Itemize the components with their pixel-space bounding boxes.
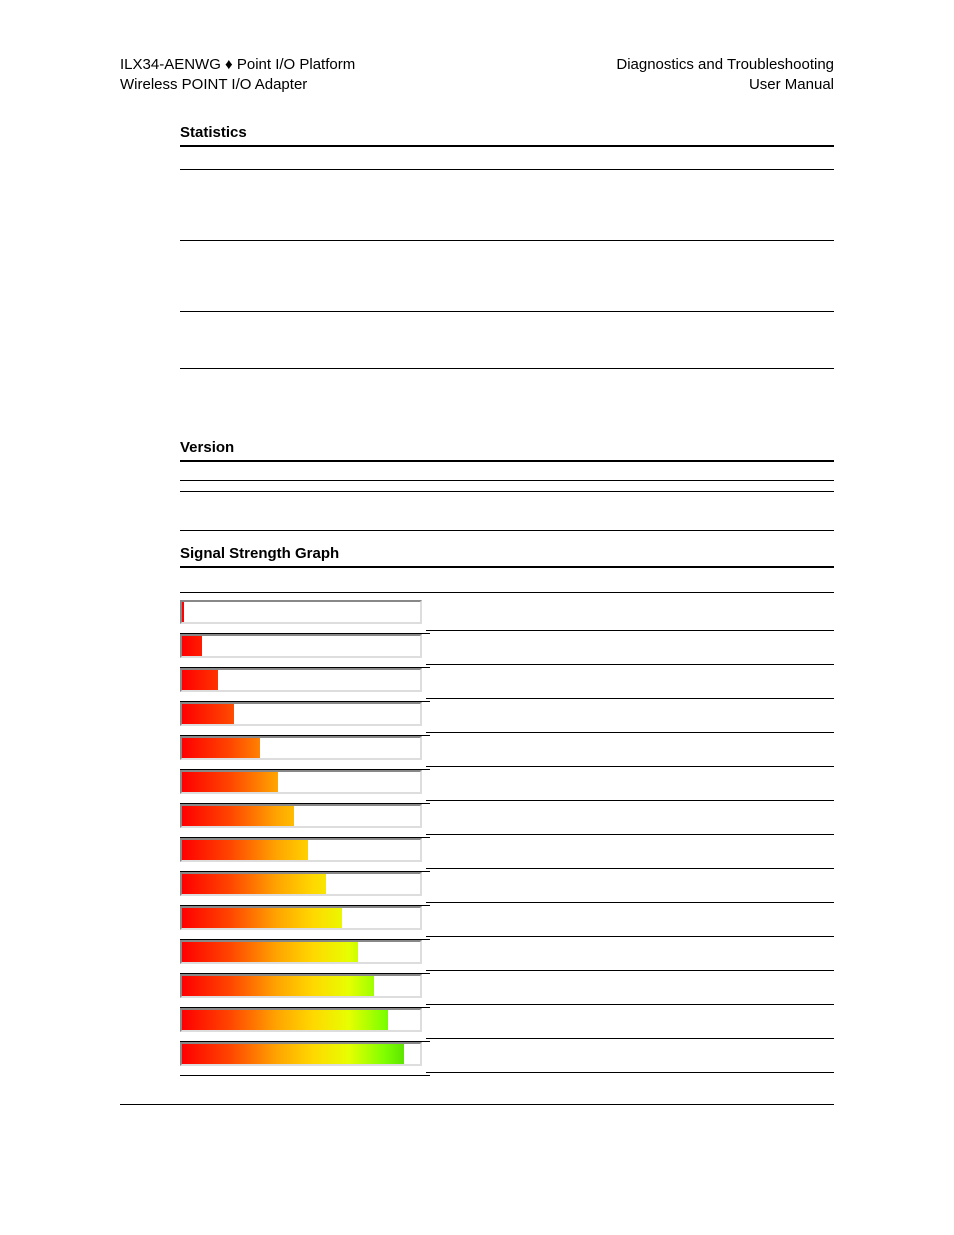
signal-bar-shell bbox=[180, 600, 422, 624]
signal-desc-cell bbox=[426, 971, 834, 1005]
signal-bar-shell bbox=[180, 940, 422, 964]
signal-row bbox=[180, 801, 834, 835]
signal-desc-cell bbox=[426, 869, 834, 903]
signal-desc-cell bbox=[426, 767, 834, 801]
signal-bar-shell bbox=[180, 702, 422, 726]
signal-bar-fill bbox=[182, 976, 374, 996]
signal-desc-cell bbox=[426, 597, 834, 631]
signal-bar-fill bbox=[182, 1010, 388, 1030]
signal-row bbox=[180, 665, 834, 699]
signal-bar-cell bbox=[180, 1039, 426, 1073]
signal-bar-shell bbox=[180, 634, 422, 658]
header-left: ILX34-AENWG ♦ Point I/O Platform Wireles… bbox=[120, 55, 355, 96]
signal-bar-shell bbox=[180, 1042, 422, 1066]
signal-bar-cell bbox=[180, 699, 426, 733]
signal-desc-cell bbox=[426, 801, 834, 835]
header-left-line1b: Point I/O Platform bbox=[233, 56, 356, 73]
signal-desc-cell bbox=[426, 835, 834, 869]
signal-bar-fill bbox=[182, 670, 218, 690]
signal-bar-cell bbox=[180, 801, 426, 835]
signal-row bbox=[180, 1005, 834, 1039]
signal-bar-fill bbox=[182, 636, 202, 656]
signal-desc-cell bbox=[426, 699, 834, 733]
header-right-line1: Diagnostics and Troubleshooting bbox=[616, 55, 834, 75]
divider bbox=[180, 1075, 430, 1076]
signal-bar-cell bbox=[180, 869, 426, 903]
signal-row bbox=[180, 869, 834, 903]
signal-bar-cell bbox=[180, 971, 426, 1005]
signal-bar-shell bbox=[180, 838, 422, 862]
signal-desc-cell bbox=[426, 631, 834, 665]
signal-bar-cell bbox=[180, 767, 426, 801]
signal-bar-fill bbox=[182, 1044, 404, 1064]
signal-bar-cell bbox=[180, 937, 426, 971]
signal-desc-cell bbox=[426, 733, 834, 767]
statistics-heading: Statistics bbox=[180, 124, 834, 145]
signal-row bbox=[180, 699, 834, 733]
content: Statistics Version Signal Strength Graph bbox=[120, 124, 834, 1073]
signal-row bbox=[180, 971, 834, 1005]
diamond-icon: ♦ bbox=[225, 56, 233, 73]
signal-row bbox=[180, 835, 834, 869]
signal-strength-heading: Signal Strength Graph bbox=[180, 545, 834, 566]
header-left-line2: Wireless POINT I/O Adapter bbox=[120, 75, 355, 95]
signal-bar-fill bbox=[182, 704, 234, 724]
signal-bar-cell bbox=[180, 835, 426, 869]
signal-bar-fill bbox=[182, 602, 184, 622]
signal-bar-cell bbox=[180, 1005, 426, 1039]
signal-bar-fill bbox=[182, 874, 326, 894]
version-heading: Version bbox=[180, 439, 834, 460]
page: ILX34-AENWG ♦ Point I/O Platform Wireles… bbox=[0, 0, 954, 1235]
signal-bar-fill bbox=[182, 738, 260, 758]
signal-bar-cell bbox=[180, 733, 426, 767]
signal-row bbox=[180, 733, 834, 767]
signal-desc-cell bbox=[426, 1005, 834, 1039]
signal-desc-cell bbox=[426, 665, 834, 699]
signal-desc-cell bbox=[426, 903, 834, 937]
signal-bar-shell bbox=[180, 906, 422, 930]
signal-bar-shell bbox=[180, 974, 422, 998]
signal-bar-shell bbox=[180, 804, 422, 828]
signal-bar-cell bbox=[180, 665, 426, 699]
signal-bar-fill bbox=[182, 840, 308, 860]
header-right-line2: User Manual bbox=[616, 75, 834, 95]
signal-row bbox=[180, 597, 834, 631]
signal-bar-cell bbox=[180, 597, 426, 631]
signal-bar-cell bbox=[180, 631, 426, 665]
header-right: Diagnostics and Troubleshooting User Man… bbox=[616, 55, 834, 96]
signal-row bbox=[180, 1039, 834, 1073]
signal-bar-shell bbox=[180, 1008, 422, 1032]
signal-bar-cell bbox=[180, 903, 426, 937]
signal-bar-fill bbox=[182, 772, 278, 792]
signal-bar-shell bbox=[180, 736, 422, 760]
header-left-line1a: ILX34-AENWG bbox=[120, 56, 225, 73]
signal-bar-shell bbox=[180, 770, 422, 794]
signal-row bbox=[180, 631, 834, 665]
signal-desc-cell bbox=[426, 1039, 834, 1073]
signal-row bbox=[180, 767, 834, 801]
signal-bar-shell bbox=[180, 872, 422, 896]
signal-bar-fill bbox=[182, 806, 294, 826]
footer-rule bbox=[120, 1104, 834, 1105]
signal-desc-cell bbox=[426, 937, 834, 971]
signal-strength-table bbox=[180, 597, 834, 1073]
signal-bar-fill bbox=[182, 942, 358, 962]
page-header: ILX34-AENWG ♦ Point I/O Platform Wireles… bbox=[120, 55, 834, 96]
signal-bar-fill bbox=[182, 908, 342, 928]
signal-bar-shell bbox=[180, 668, 422, 692]
signal-row bbox=[180, 903, 834, 937]
signal-row bbox=[180, 937, 834, 971]
